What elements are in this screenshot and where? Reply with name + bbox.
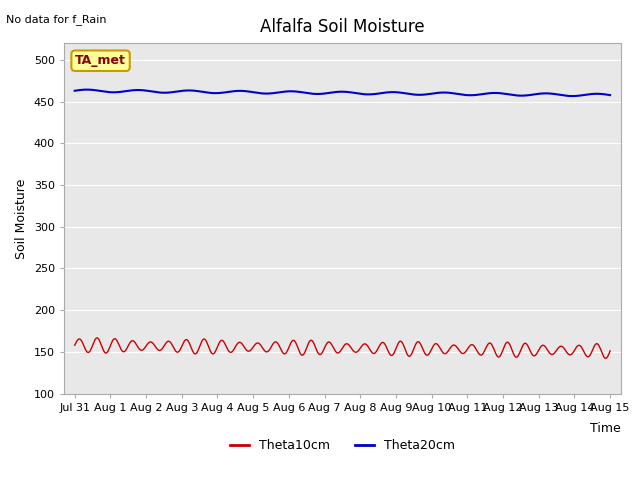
Y-axis label: Soil Moisture: Soil Moisture <box>15 178 28 259</box>
Text: No data for f_Rain: No data for f_Rain <box>6 14 107 25</box>
Text: Time: Time <box>590 421 621 434</box>
Title: Alfalfa Soil Moisture: Alfalfa Soil Moisture <box>260 18 425 36</box>
Text: TA_met: TA_met <box>75 54 126 67</box>
Legend: Theta10cm, Theta20cm: Theta10cm, Theta20cm <box>225 434 460 457</box>
